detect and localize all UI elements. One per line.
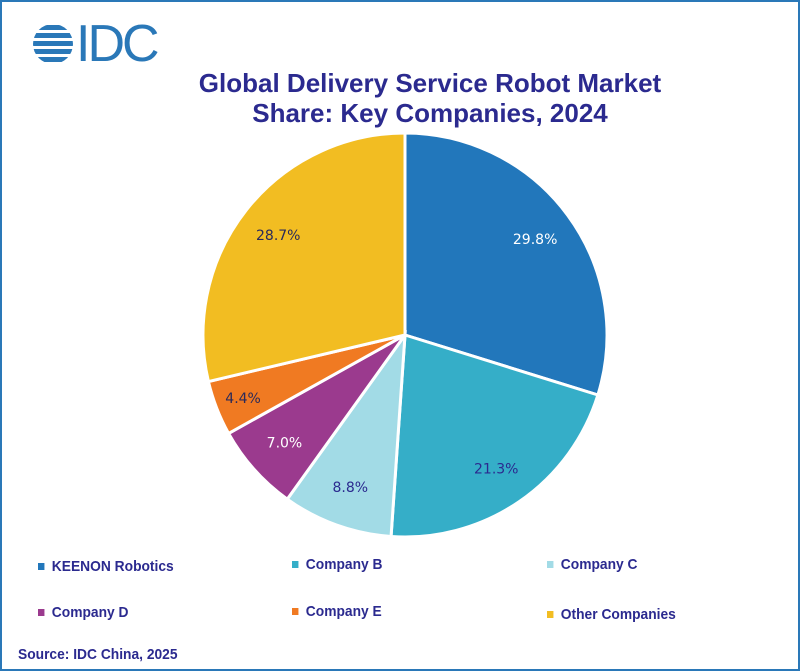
pie-chart: 29.8% 21.3% 8.8% 7.0% 4.4% 28.7%	[201, 131, 609, 539]
chart-title-line-1: Global Delivery Service Robot Market	[198, 68, 662, 98]
data-label-other-companies: 28.7%	[256, 228, 300, 244]
legend-swatch	[292, 561, 299, 568]
data-label-company-c: 8.8%	[332, 480, 368, 496]
pie-slice-company-c	[285, 329, 407, 539]
source-note: Source: IDC China, 2025	[18, 646, 178, 663]
data-label-company-d: 7.0%	[267, 436, 303, 452]
legend-item-company-d: Company D	[38, 604, 128, 621]
legend-label: KEENON Robotics	[51, 558, 174, 575]
legend-item-company-c: Company C	[547, 556, 637, 573]
data-label-company-e: 4.4%	[225, 391, 261, 407]
legend-item-company-e: Company E	[292, 603, 382, 620]
legend-swatch	[292, 608, 299, 615]
pie-slice-keenon-robotics	[403, 131, 609, 397]
legend-item-other-companies: Other Companies	[547, 606, 676, 623]
legend-swatch	[547, 561, 554, 568]
legend-item-company-b: Company B	[292, 556, 382, 573]
idc-logo: IDC	[30, 15, 170, 73]
legend-swatch	[38, 609, 45, 616]
idc-logo-text: IDC	[76, 15, 160, 73]
data-label-company-b: 21.3%	[474, 461, 518, 477]
idc-globe-icon	[33, 25, 73, 62]
legend-item-keenon: KEENON Robotics	[38, 558, 174, 575]
chart-title-line-2: Share: Key Companies, 2024	[252, 98, 608, 128]
legend-label: Company C	[560, 556, 638, 573]
pie-slice-other-companies	[201, 131, 407, 384]
legend-swatch	[38, 563, 45, 570]
legend-label: Company D	[51, 604, 129, 621]
legend-label: Company B	[305, 556, 383, 573]
data-label-keenon-robotics: 29.8%	[513, 232, 557, 248]
legend-label: Other Companies	[560, 606, 676, 623]
legend-swatch	[547, 611, 554, 618]
pie-slice-company-b	[389, 333, 600, 539]
legend-label: Company E	[305, 603, 382, 620]
